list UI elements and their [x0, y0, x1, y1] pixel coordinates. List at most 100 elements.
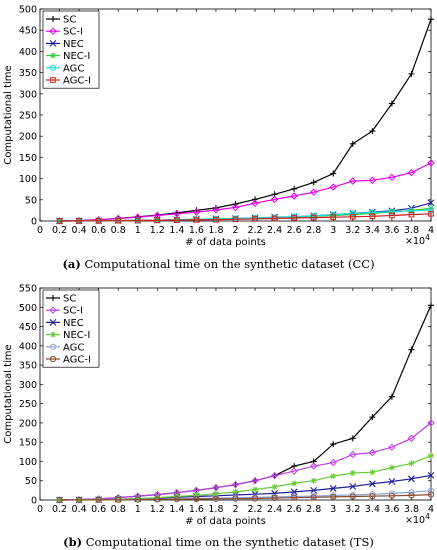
chart-b-data-point	[212, 495, 220, 502]
chart-a-x-tick-label: 3	[330, 225, 336, 236]
chart-b-data-point	[310, 494, 317, 501]
chart-a-x-tick-label: 2.2	[247, 225, 262, 236]
chart-a-data-point	[193, 217, 200, 223]
chart-a-data-point	[56, 218, 63, 224]
chart-a-x-tick-label: 0.6	[91, 225, 106, 236]
chart-b-y-tick-label: 450	[19, 322, 37, 333]
chart-a-legend-marker	[49, 27, 57, 35]
chart-b-x-tick-label: 1.4	[169, 504, 184, 515]
chart-b-data-point	[428, 302, 434, 309]
chart-a-y-tick-label: 450	[19, 26, 37, 37]
chart-a-data-point	[349, 210, 356, 217]
chart-b-series-agc-i	[56, 491, 435, 504]
chart-a-y-tick-label: 350	[19, 68, 37, 79]
caption-a: (a) Computational time on the synthetic …	[0, 257, 437, 271]
chart-b-data-point	[231, 480, 240, 489]
chart-a-data-point	[252, 216, 258, 222]
chart-a-data-point	[428, 210, 434, 217]
chart-a-y-tick-label: 400	[19, 47, 37, 58]
chart-b-x-tick-label: 0.2	[52, 504, 67, 515]
chart-a-y-axis-label: Computational time	[3, 65, 14, 164]
chart-b-data-point	[56, 496, 63, 504]
chart-a-x-tick-label: 2	[232, 225, 238, 236]
chart-b-legend-label: SC	[63, 294, 76, 305]
chart-b-data-point	[369, 491, 376, 498]
chart-b: 0 0.2 0.4 0.6 0.8 1 1.2 1.4 1.6 1.8 2 2.2 2.4 2.6 2.8 3…	[3, 284, 435, 527]
chart-b-legend-marker	[50, 295, 56, 301]
chart-a-data-point	[428, 205, 434, 212]
chart-b-data-point	[388, 492, 395, 499]
chart-b-x-tick-label: 1.6	[189, 504, 204, 515]
chart-b-x-tick-label: 0.8	[111, 504, 126, 515]
chart-a-legend-marker	[49, 64, 57, 71]
caption-b-text: Computational time on the synthetic data…	[85, 535, 374, 549]
chart-b-y-tick-label: 150	[19, 438, 37, 449]
chart-b-data-point	[408, 475, 415, 483]
chart-b-data-point	[173, 496, 180, 503]
chart-b-data-point	[427, 491, 435, 498]
chart-b-data-point	[388, 393, 395, 400]
chart-a-legend-marker	[50, 52, 56, 59]
chart-a-data-point	[212, 206, 220, 214]
chart-a-data-point	[408, 70, 415, 77]
chart-b-data-point	[349, 435, 356, 442]
chart-b-data-point	[330, 493, 337, 501]
chart-a-x-tick-label: 4	[428, 225, 434, 236]
chart-b-legend-marker	[49, 355, 57, 363]
chart-b-data-point	[232, 488, 239, 495]
chart-a-data-point	[427, 206, 435, 214]
chart-a-data-point	[291, 185, 298, 192]
chart-b-data-point	[251, 477, 259, 485]
chart-b-y-tick-label: 350	[19, 361, 37, 372]
chart-b-data-point	[290, 488, 298, 496]
chart-b-x-tick-label: 3.4	[365, 504, 380, 515]
chart-a-legend-marker	[50, 16, 56, 22]
chart-b-data-point	[95, 496, 102, 503]
chart-b-x-tick-label: 0	[37, 504, 43, 515]
chart-a-data-point	[252, 196, 259, 203]
chart-a-data-point	[310, 214, 317, 221]
chart-b-data-point	[212, 490, 219, 497]
chart-a-x-tick-label: 2.6	[287, 225, 302, 236]
chart-a-series-agc-i	[56, 210, 434, 224]
chart-a-x-tick-label: 0.8	[111, 225, 126, 236]
chart-a-x-tick-label: 2.8	[306, 225, 321, 236]
chart-b-data-point	[388, 478, 396, 485]
chart-b-y-tick-label: 100	[19, 457, 37, 468]
chart-a-y-tick-label: 50	[25, 195, 37, 206]
chart-a-y-tick-label: 250	[19, 111, 37, 122]
chart-b-data-point	[388, 464, 395, 471]
chart-b-y-tick-label: 250	[19, 399, 37, 410]
chart-a-data-point	[349, 140, 356, 147]
chart-b-x-tick-label: 2.2	[247, 504, 262, 515]
chart-b-x-tick-label: 2.4	[267, 504, 282, 515]
chart-a-legend-marker	[49, 40, 57, 47]
chart-b-data-point	[290, 467, 298, 475]
chart-a-data-point	[408, 207, 415, 214]
chart-a-data-point	[407, 168, 416, 177]
caption-b-label: (b)	[63, 535, 83, 549]
chart-a-data-point	[251, 199, 259, 207]
chart-b-data-point	[330, 441, 337, 448]
chart-a-data-point	[115, 217, 122, 224]
chart-a-data-point	[232, 216, 239, 223]
chart-a-x-tick-label: 0.2	[52, 225, 67, 236]
chart-a-legend-marker	[50, 77, 56, 83]
chart-b-legend-marker	[49, 343, 57, 350]
chart-b-x-axis-label: # of data points	[185, 516, 266, 527]
chart-a-y-tick-label: 500	[19, 5, 37, 16]
chart-b-data-point	[408, 460, 415, 467]
chart-b-data-point	[330, 473, 337, 480]
chart-a-y-tick-label: 150	[19, 153, 37, 164]
chart-a-x-tick-label: 2.4	[267, 225, 282, 236]
chart-b-y-tick-label: 0	[31, 496, 37, 507]
chart-a-data-point	[330, 170, 337, 177]
chart-b-data-point	[134, 495, 141, 502]
chart-b-y-axis-label: Computational time	[3, 344, 14, 443]
chart-b-data-point	[369, 469, 376, 476]
chart-b-data-point	[134, 496, 141, 503]
chart-b-x-tick-label: 1.2	[150, 504, 165, 515]
chart-b-data-point	[407, 434, 416, 443]
chart-a-data-point	[427, 199, 435, 207]
